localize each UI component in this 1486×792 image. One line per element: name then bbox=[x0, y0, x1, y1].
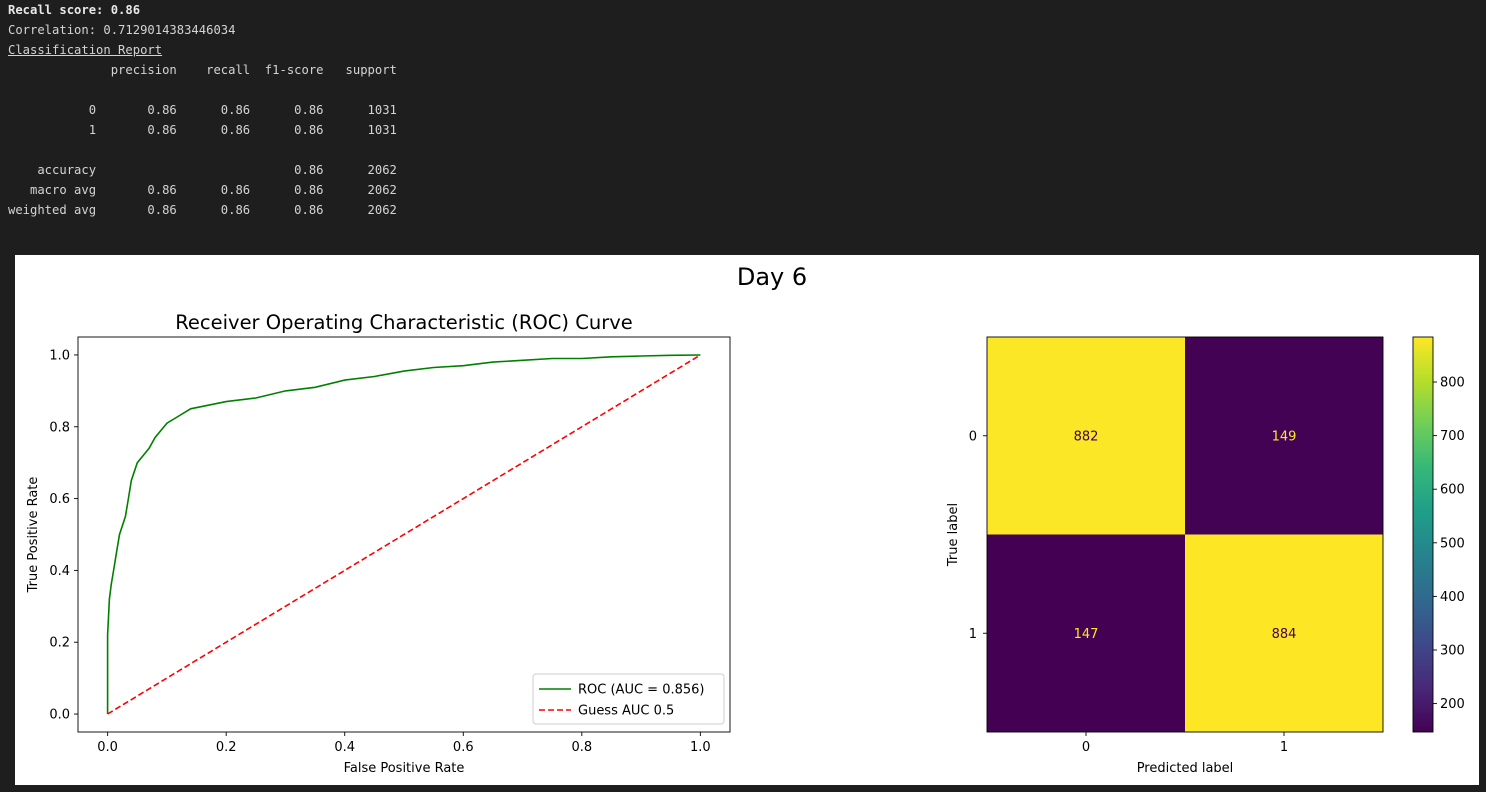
roc-ytick-label: 0.6 bbox=[49, 492, 70, 507]
console-line: 0 0.86 0.86 0.86 1031 bbox=[8, 103, 397, 117]
figure: Day 6 Receiver Operating Characteristic (… bbox=[15, 255, 1479, 785]
cm-ytick-label: 0 bbox=[969, 429, 977, 444]
roc-ylabel: True Positive Rate bbox=[26, 477, 41, 594]
colorbar bbox=[1412, 336, 1434, 733]
roc-series-line-1 bbox=[107, 354, 701, 715]
cm-cell-value: 882 bbox=[1074, 429, 1099, 444]
console-line bbox=[8, 140, 1478, 160]
console-line: Classification Report bbox=[8, 43, 163, 57]
cm-cell bbox=[987, 337, 1185, 535]
console-text: Recall score: 0.86 Correlation: 0.7129014… bbox=[8, 0, 1478, 220]
roc-xtick-label: 0.6 bbox=[453, 740, 474, 755]
console-line: Correlation: 0.7129014383446034 bbox=[8, 23, 236, 37]
cm-cell-value: 884 bbox=[1272, 627, 1297, 642]
console-line: precision recall f1-score support bbox=[8, 63, 397, 77]
colorbar-tick-label: 200 bbox=[1440, 697, 1465, 712]
roc-xtick-label: 0.4 bbox=[334, 740, 355, 755]
cm-cell bbox=[1185, 534, 1383, 732]
roc-legend bbox=[532, 673, 725, 725]
roc-xtick-label: 0.0 bbox=[97, 740, 118, 755]
roc-ytick-label: 0.4 bbox=[49, 564, 70, 579]
cm-cell bbox=[987, 534, 1185, 732]
cm-cell bbox=[1185, 337, 1383, 535]
cm-ylabel: True label bbox=[946, 503, 961, 567]
figure-suptitle: Day 6 bbox=[737, 263, 807, 291]
roc-title: Receiver Operating Characteristic (ROC) … bbox=[175, 311, 633, 334]
cm-xtick-label: 1 bbox=[1280, 740, 1288, 755]
colorbar-tick-label: 500 bbox=[1440, 536, 1465, 551]
roc-ytick-label: 0.8 bbox=[49, 420, 70, 435]
console-line bbox=[8, 80, 1478, 100]
console-line: 1 0.86 0.86 0.86 1031 bbox=[8, 123, 397, 137]
cm-xlabel: Predicted label bbox=[1137, 761, 1234, 776]
colorbar-tick-label: 600 bbox=[1440, 483, 1465, 498]
cm-xtick-label: 0 bbox=[1082, 740, 1090, 755]
roc-legend-label-1: Guess AUC 0.5 bbox=[578, 704, 674, 719]
cm-cell-value: 147 bbox=[1074, 627, 1099, 642]
roc-ytick-label: 0.0 bbox=[49, 708, 70, 723]
roc-xtick-label: 0.2 bbox=[216, 740, 237, 755]
colorbar-tick-label: 800 bbox=[1440, 376, 1465, 391]
console-line: macro avg 0.86 0.86 0.86 2062 bbox=[8, 183, 397, 197]
colorbar-tick-label: 400 bbox=[1440, 590, 1465, 605]
roc-ytick-label: 0.2 bbox=[49, 636, 70, 651]
cm-ytick-label: 1 bbox=[969, 627, 977, 642]
console-line: Recall score: 0.86 bbox=[8, 3, 141, 17]
roc-xtick-label: 0.8 bbox=[571, 740, 592, 755]
roc-legend-label-0: ROC (AUC = 0.856) bbox=[578, 683, 704, 698]
cm-axes-frame bbox=[986, 336, 1384, 733]
roc-axes-frame bbox=[77, 336, 731, 733]
figure-svg: Day 6 Receiver Operating Characteristic (… bbox=[26, 263, 1465, 776]
roc-series-line-0 bbox=[106, 354, 701, 714]
cm-cell-value: 149 bbox=[1272, 429, 1297, 444]
console-output: Recall score: 0.86 Correlation: 0.7129014… bbox=[8, 0, 1478, 240]
colorbar-tick-label: 300 bbox=[1440, 643, 1465, 658]
console-line: weighted avg 0.86 0.86 0.86 2062 bbox=[8, 203, 397, 217]
roc-xtick-label: 1.0 bbox=[690, 740, 711, 755]
console-line: accuracy 0.86 2062 bbox=[8, 163, 397, 177]
roc-ytick-label: 1.0 bbox=[49, 348, 70, 363]
colorbar-tick-label: 700 bbox=[1440, 429, 1465, 444]
roc-xlabel: False Positive Rate bbox=[344, 761, 465, 776]
